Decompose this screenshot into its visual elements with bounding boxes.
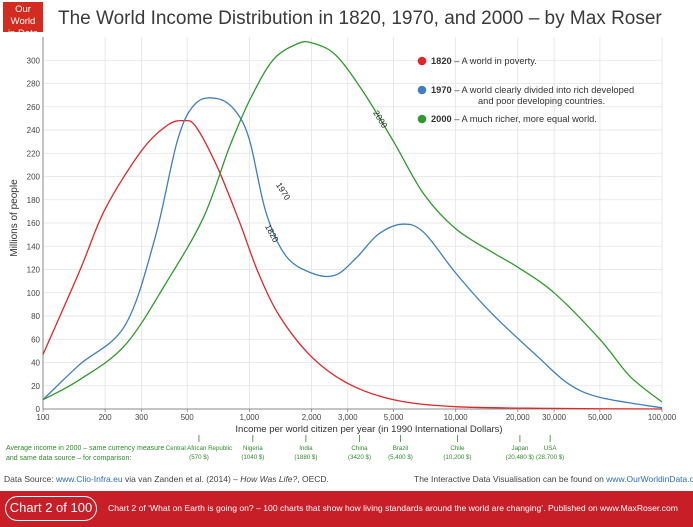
income-distribution-chart: 0 20 40 60 80 100 120 140 160 180 200 220 240 260 280 3…	[6, 37, 677, 462]
legend-year-2000: 2000	[431, 114, 452, 124]
legend-marker-1970	[417, 85, 427, 95]
chart-title: The World Income Distribution in 1820, 1…	[58, 8, 662, 29]
x-tick-label: 5,000	[384, 413, 404, 422]
legend-year-1970: 1970	[431, 85, 452, 95]
logo-line-2: in Data	[7, 28, 39, 39]
comparison-label-line-1: Average income in 2000 – same currency m…	[6, 445, 164, 452]
y-tick-label: 140	[27, 242, 41, 251]
source-suffix: , OECD.	[297, 474, 329, 484]
x-axis-label: Income per world citizen per year (in 19…	[235, 424, 502, 435]
comparison-income: (1880 $)	[294, 454, 317, 461]
curve-label-1820: 1820	[263, 223, 281, 245]
x-tick-label: 3,000	[338, 413, 358, 422]
comparison-country: Chile	[450, 445, 465, 452]
comparison-income: (10,200 $)	[443, 454, 471, 461]
footer-text: Chart 2 of ‘What on Earth is going on? –…	[108, 503, 678, 513]
comparison-income: (28,700 $)	[536, 454, 564, 461]
our-world-in-data-logo[interactable]: Our World in Data	[3, 2, 43, 39]
y-tick-label: 80	[31, 312, 40, 321]
y-tick-label: 40	[31, 359, 40, 368]
source-link[interactable]: www.Clio-Infra.eu	[55, 474, 123, 484]
y-tick-label: 120	[27, 266, 41, 275]
comparison-country: Nigeria	[243, 445, 263, 452]
curve-label-2000: 2000	[371, 108, 390, 130]
y-tick-label: 260	[27, 103, 41, 112]
visualisation-note: The Interactive Data Visualisation can b…	[414, 474, 693, 484]
logo-line-1: Our World	[10, 4, 36, 27]
x-tick-label: 300	[135, 413, 149, 422]
comparison-markers: Central African Republic (570 $) Nigeria (1…	[166, 435, 564, 461]
legend: 1820 – A world in poverty. 1970 – A world…	[417, 56, 634, 124]
legend-text-2000: – A much richer, more equal world.	[452, 114, 597, 124]
y-tick-label: 160	[27, 219, 41, 228]
comparison-income: (5,400 $)	[388, 454, 413, 461]
grid-lines	[42, 37, 663, 410]
source-middle: via van Zanden et al. (2014) –	[122, 474, 241, 484]
y-axis-label: Millions of people	[9, 179, 20, 257]
comparison-country: China	[351, 445, 368, 452]
legend-marker-2000	[417, 114, 427, 124]
legend-entry-1970-line-2: and poor developing countries.	[478, 96, 605, 106]
x-tick-label: 30,000	[542, 413, 567, 422]
x-tick-label: 2,000	[302, 413, 322, 422]
x-tick-label: 20,000	[506, 413, 531, 422]
legend-text-1970: – A world clearly divided into rich deve…	[452, 85, 634, 95]
legend-entry-2000: 2000 – A much richer, more equal world.	[431, 114, 597, 124]
legend-year-1820: 1820	[431, 56, 452, 66]
x-tick-label: 50,000	[588, 413, 613, 422]
comparison-country: India	[299, 445, 313, 452]
series-lines	[42, 41, 663, 410]
y-tick-label: 100	[27, 289, 41, 298]
y-tick-label: 280	[27, 80, 41, 89]
comparison-income: (3420 $)	[348, 454, 371, 461]
x-tick-label: 100	[36, 413, 50, 422]
curve-label-1970: 1970	[274, 181, 293, 203]
y-tick-label: 20	[31, 382, 40, 391]
comparison-income: (20,480 $)	[506, 454, 534, 461]
data-source: Data Source: www.Clio-Infra.eu via van Z…	[4, 474, 329, 484]
comparison-label-line-2: and same data source – for comparison:	[6, 455, 131, 462]
comparison-country: Brazil	[393, 445, 408, 452]
series-line-1970	[42, 97, 663, 409]
y-tick-label: 220	[27, 149, 41, 158]
y-tick-label: 60	[31, 335, 40, 344]
x-tick-label: 500	[181, 413, 195, 422]
series-line-1820	[42, 119, 663, 410]
x-tick-label: 100,000	[648, 413, 677, 422]
visualisation-link[interactable]: www.OurWorldinData.org	[606, 474, 693, 484]
footer-bar: Chart 2 of 100 Chart 2 of ‘What on Earth…	[0, 491, 693, 527]
source-publication: How Was Life?	[240, 474, 298, 484]
y-tick-label: 180	[27, 196, 41, 205]
y-tick-label: 200	[27, 173, 41, 182]
legend-marker-1820	[417, 56, 427, 66]
legend-entry-1820: 1820 – A world in poverty.	[431, 56, 537, 66]
comparison-country: USA	[544, 445, 558, 452]
y-tick-label: 300	[27, 56, 41, 65]
x-tick-label: 200	[99, 413, 113, 422]
y-tick-label: 240	[27, 126, 41, 135]
x-tick-label: 10,000	[444, 413, 469, 422]
legend-text-1820: – A world in poverty.	[452, 56, 537, 66]
comparison-country: Central African Republic	[166, 445, 232, 452]
comparison-income: (570 $)	[189, 454, 209, 461]
comparison-country: Japan	[511, 445, 528, 452]
comparison-income: (1040 $)	[241, 454, 264, 461]
y-tick-label: 0	[36, 405, 41, 414]
chart-number-badge: Chart 2 of 100	[5, 496, 97, 521]
legend-entry-1970: 1970 – A world clearly divided into rich…	[431, 85, 634, 95]
x-tick-label: 1,000	[240, 413, 260, 422]
source-prefix: Data Source:	[4, 474, 56, 484]
series-line-2000	[42, 41, 663, 403]
visualisation-text: The Interactive Data Visualisation can b…	[414, 474, 607, 484]
tick-labels: 0 20 40 60 80 100 120 140 160 180 200 220 240 260 280 3…	[27, 56, 677, 422]
